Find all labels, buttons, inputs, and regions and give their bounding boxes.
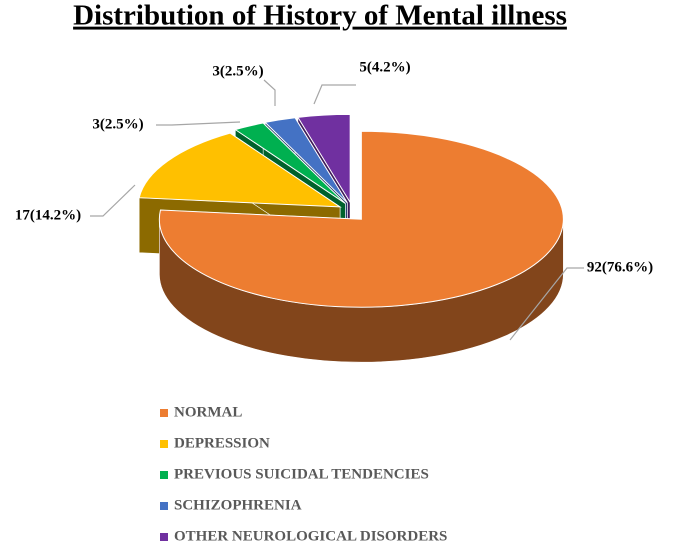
legend-marker: [160, 440, 168, 448]
leader-line: [263, 79, 276, 106]
legend-marker: [160, 471, 168, 479]
legend-marker: [160, 533, 168, 541]
slice-top: [158, 130, 564, 308]
legend-label: PREVIOUS SUICIDAL TENDENCIES: [174, 466, 429, 482]
data-label: 5(4.2%): [359, 59, 410, 75]
legend-marker: [160, 502, 168, 510]
data-label: 92(76.6%): [587, 259, 653, 275]
chart-title: Distribution of History of Mental illnes…: [73, 0, 567, 32]
data-label: 17(14.2%): [15, 207, 81, 223]
leader-line: [313, 84, 356, 105]
leader-line: [509, 267, 584, 341]
legend-marker: [160, 409, 168, 417]
data-label: 3(2.5%): [92, 116, 143, 132]
slice-top: [138, 132, 342, 208]
leader-line: [156, 121, 241, 126]
legend-label: SCHIZOPHRENIA: [174, 497, 302, 513]
slice-top: [234, 122, 346, 204]
leader-line: [90, 184, 136, 217]
slice: [158, 130, 564, 363]
legend-label: DEPRESSION: [174, 435, 270, 451]
slice-top: [264, 117, 348, 204]
legend-label: NORMAL: [174, 404, 242, 420]
data-label: 3(2.5%): [212, 63, 263, 79]
slice-top: [297, 113, 351, 205]
legend-label: OTHER NEUROLOGICAL DISORDERS: [174, 528, 447, 542]
